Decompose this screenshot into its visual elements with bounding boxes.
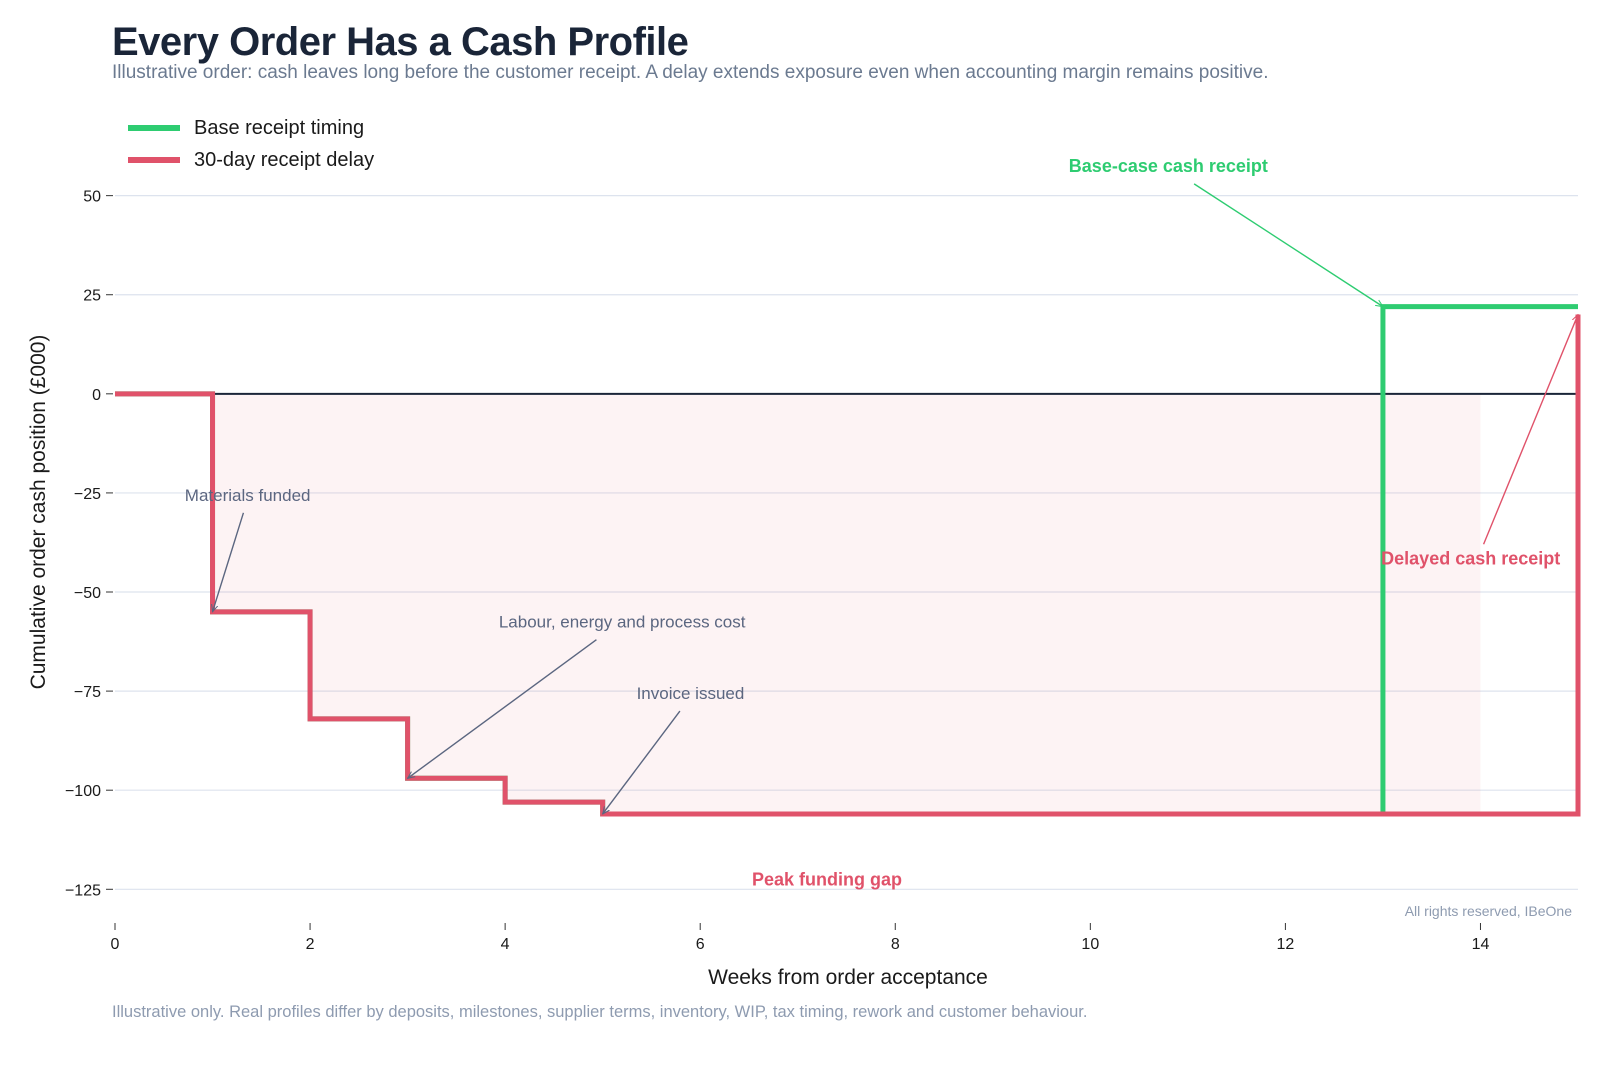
annotation-arrow <box>1482 315 1578 545</box>
annotation-arrow <box>213 512 245 612</box>
funding-exposure-area <box>212 393 1481 814</box>
x-tick-label: 2 <box>306 936 315 953</box>
y-tick-label: −125 <box>65 882 101 899</box>
footnote: Illustrative only. Real profiles differ … <box>112 1003 1088 1021</box>
tick-layer: 50 25 0 −25 −50 −75 −100 −125 0 2 4 6 8 10 12 14 <box>65 189 1490 953</box>
y-tick-label: −25 <box>74 486 101 503</box>
y-tick-label: 25 <box>83 288 101 305</box>
shade-layer <box>212 393 1481 814</box>
annotation-layer: Materials funded Labour, energy and proce… <box>185 156 1578 889</box>
x-tick-label: 6 <box>696 936 705 953</box>
x-axis-label: Weeks from order acceptance <box>708 966 988 989</box>
y-tick-label: 0 <box>92 387 101 404</box>
legend-item-delay: 30-day receipt delay <box>128 144 374 176</box>
y-tick-label: 50 <box>83 189 101 206</box>
y-tick-label: −100 <box>65 783 101 800</box>
x-tick-label: 14 <box>1472 936 1490 953</box>
legend-swatch-base <box>128 125 180 131</box>
annotation-arrow <box>1193 183 1383 307</box>
annotation-arrow <box>408 639 597 779</box>
annotation-label: Materials funded <box>185 486 311 505</box>
chart-subtitle: Illustrative order: cash leaves long bef… <box>112 62 1269 83</box>
x-tick-label: 12 <box>1277 936 1295 953</box>
grid-layer <box>115 195 1578 890</box>
annotation-label: Base-case cash receipt <box>1069 156 1268 176</box>
x-tick-label: 4 <box>501 936 510 953</box>
x-tick-label: 0 <box>111 936 120 953</box>
chart-legend: Base receipt timing 30-day receipt delay <box>128 112 374 176</box>
legend-item-base: Base receipt timing <box>128 112 374 144</box>
y-tick-label: −75 <box>74 684 101 701</box>
annotation-label: Labour, energy and process cost <box>499 613 746 632</box>
legend-label-delay: 30-day receipt delay <box>194 148 375 171</box>
x-tick-label: 10 <box>1081 936 1099 953</box>
chart-title: Every Order Has a Cash Profile <box>112 20 689 64</box>
copyright-notice: All rights reserved, IBeOne <box>1405 903 1573 919</box>
legend-swatch-delay <box>128 157 180 163</box>
y-axis-label: Cumulative order cash position (£000) <box>27 335 50 690</box>
annotation-label: Peak funding gap <box>752 869 902 889</box>
annotation-label: Delayed cash receipt <box>1381 548 1560 568</box>
annotation-label: Invoice issued <box>637 684 745 703</box>
legend-label-base: Base receipt timing <box>194 116 365 139</box>
annotation-arrow <box>603 710 681 814</box>
series-line-delay <box>115 314 1581 817</box>
y-tick-label: −50 <box>74 585 101 602</box>
x-tick-label: 8 <box>891 936 900 953</box>
series-layer <box>115 304 1581 817</box>
